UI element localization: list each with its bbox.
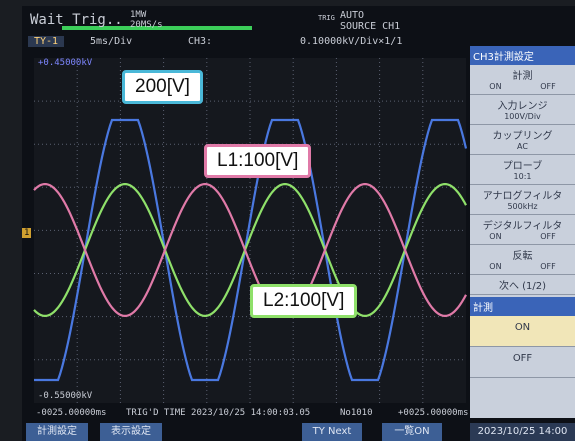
option[interactable]: OFF — [540, 232, 556, 241]
trigger-source: SOURCE CH1 — [340, 21, 400, 32]
item-label: 次へ (1/2) — [470, 277, 575, 292]
item-label: 入力レンジ — [470, 97, 575, 112]
item-value: 500kHz — [470, 202, 575, 211]
clock: 2023/10/25 14:00 — [470, 423, 575, 441]
item-value: 10:1 — [470, 172, 575, 181]
sample-rate: 20MS/s — [130, 20, 163, 30]
memory: 1MW — [130, 10, 146, 20]
page: {"header": {"status": "Wait Trig..", "me… — [0, 0, 575, 441]
footer-button[interactable]: 計測設定 — [26, 423, 88, 441]
item-options: ON OFF — [470, 82, 575, 91]
item-label: 反転 — [470, 247, 575, 262]
annotation-l2: L2:100[V] — [250, 284, 357, 318]
annotation-200v: 200[V] — [122, 70, 203, 104]
option[interactable]: ON — [489, 262, 501, 271]
item-options: ON OFF — [470, 232, 575, 241]
option[interactable]: ON — [489, 82, 501, 91]
section-header: 計測 — [470, 297, 575, 316]
item-value: AC — [470, 142, 575, 151]
panel-button[interactable]: ON — [470, 316, 575, 347]
scope-screen: Wait Trig.. 1MW 20MS/s TRIG AUTO SOURCE … — [22, 6, 575, 441]
panel-item[interactable]: 次へ (1/2) — [470, 275, 575, 295]
footer-button[interactable]: 表示設定 — [100, 423, 162, 441]
top-value: +0.45000kV — [38, 58, 92, 68]
panel-button[interactable]: OFF — [470, 347, 575, 378]
item-label: デジタルフィルタ — [470, 217, 575, 232]
channel-marker: 1 — [22, 228, 31, 238]
item-options: ON OFF — [470, 262, 575, 271]
annotation-l1: L1:100[V] — [204, 144, 311, 178]
channel: CH3: — [188, 36, 212, 47]
option[interactable]: OFF — [540, 82, 556, 91]
item-label: 計測 — [470, 67, 575, 82]
scale: 0.10000kV/Div×1/1 — [300, 36, 402, 47]
option[interactable]: ON — [489, 232, 501, 241]
record-number: No1010 — [340, 408, 373, 418]
bottom-value: -0.55000kV — [38, 391, 92, 401]
channel-tab[interactable]: TY-1 — [28, 36, 64, 47]
item-label: プローブ — [470, 157, 575, 172]
footer-button[interactable]: TY Next — [302, 423, 362, 441]
option[interactable]: OFF — [540, 262, 556, 271]
item-value: 100V/Div — [470, 112, 575, 121]
trigger-mode: AUTO — [340, 10, 364, 21]
item-label: カップリング — [470, 127, 575, 142]
left-time: -0025.00000ms — [36, 408, 106, 418]
item-label: アナログフィルタ — [470, 187, 575, 202]
trig-time: TRIG'D TIME 2023/10/25 14:00:03.05 — [126, 408, 310, 418]
footer-button[interactable]: 一覧ON — [382, 423, 442, 441]
timebase: 5ms/Div — [90, 36, 132, 47]
trigger-label: TRIG — [318, 14, 335, 22]
status: Wait Trig.. — [30, 12, 123, 28]
panel-title: CH3計測設定 — [470, 46, 575, 65]
right-time: +0025.00000ms — [398, 408, 468, 418]
